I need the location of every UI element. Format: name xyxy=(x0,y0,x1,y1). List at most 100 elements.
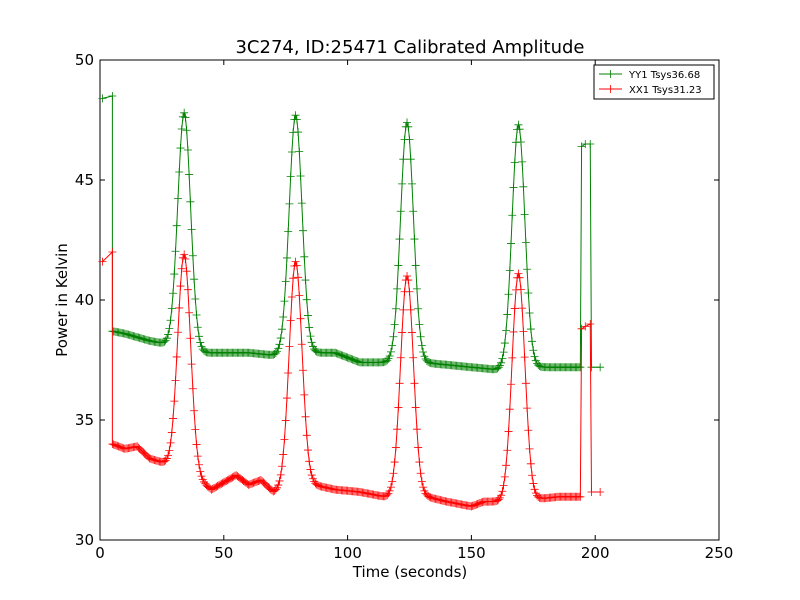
data-point xyxy=(193,452,202,461)
data-point xyxy=(396,353,405,362)
data-point xyxy=(576,492,585,501)
data-point xyxy=(528,337,537,346)
data-point xyxy=(196,338,205,347)
data-point xyxy=(295,291,304,300)
data-point xyxy=(276,470,285,479)
data-point xyxy=(386,483,395,492)
data-point xyxy=(398,328,407,337)
data-point xyxy=(182,126,191,135)
data-point xyxy=(394,403,403,412)
data-point xyxy=(176,144,185,153)
data-point xyxy=(415,458,424,467)
data-point xyxy=(504,290,513,299)
data-point xyxy=(393,284,402,293)
data-point xyxy=(292,261,301,270)
data-point xyxy=(277,462,286,471)
data-point xyxy=(528,471,537,480)
series-yy1 xyxy=(98,92,605,374)
data-point xyxy=(507,239,516,248)
y-axis-label: Power in Kelvin xyxy=(53,243,71,357)
data-point xyxy=(419,483,428,492)
data-point xyxy=(414,443,423,452)
data-point xyxy=(389,469,398,478)
data-point xyxy=(306,465,315,474)
data-point xyxy=(98,94,107,103)
data-point xyxy=(396,207,405,216)
data-point xyxy=(521,238,530,247)
data-point xyxy=(108,92,117,100)
data-point xyxy=(505,405,514,414)
data-point xyxy=(295,147,304,156)
data-point xyxy=(510,158,519,167)
data-point xyxy=(181,255,190,264)
data-point xyxy=(187,225,196,234)
data-point xyxy=(190,406,199,415)
data-point xyxy=(275,476,284,485)
data-point xyxy=(197,472,206,481)
data-point xyxy=(296,171,305,180)
x-axis-label: Time (seconds) xyxy=(352,563,468,581)
data-point xyxy=(525,309,534,318)
data-point xyxy=(405,287,414,296)
data-point xyxy=(499,481,508,490)
data-point xyxy=(188,251,197,260)
data-point xyxy=(398,179,407,188)
data-point xyxy=(502,326,511,335)
data-point xyxy=(191,425,200,434)
data-point xyxy=(524,426,533,435)
data-point xyxy=(417,341,426,350)
data-point xyxy=(416,469,425,478)
data-point xyxy=(519,327,528,336)
data-point xyxy=(405,135,414,144)
data-point xyxy=(286,172,295,181)
data-point xyxy=(166,316,175,325)
data-point xyxy=(294,273,303,282)
data-point xyxy=(192,440,201,449)
data-point xyxy=(171,247,180,256)
data-point xyxy=(581,322,590,331)
data-point xyxy=(509,327,518,336)
legend-swatch-marker xyxy=(606,70,615,78)
data-point xyxy=(520,210,529,219)
data-point xyxy=(277,325,286,334)
data-point xyxy=(188,384,197,393)
data-point xyxy=(504,427,513,436)
data-point xyxy=(181,113,190,122)
data-point xyxy=(521,379,530,388)
data-point xyxy=(515,125,524,134)
data-point xyxy=(519,182,528,191)
data-point xyxy=(409,207,418,216)
x-tick-label: 100 xyxy=(333,544,362,562)
data-point xyxy=(284,368,293,377)
data-point xyxy=(177,124,186,133)
x-tick-label: 50 xyxy=(214,544,233,562)
data-point xyxy=(300,252,309,261)
y-tick-label: 50 xyxy=(75,51,94,69)
data-point xyxy=(289,274,298,283)
data-point xyxy=(523,404,532,413)
data-point xyxy=(576,363,585,372)
data-point xyxy=(300,390,309,399)
data-point xyxy=(291,257,300,266)
data-point xyxy=(414,304,423,313)
data-point xyxy=(503,310,512,319)
data-point xyxy=(185,170,194,179)
data-point xyxy=(297,340,306,349)
data-point xyxy=(406,305,415,314)
data-point xyxy=(299,366,308,375)
legend-box xyxy=(593,64,715,100)
data-point xyxy=(299,226,308,235)
data-point xyxy=(385,486,394,495)
data-point xyxy=(586,140,595,148)
data-point xyxy=(98,257,107,266)
data-point xyxy=(411,403,420,412)
data-point xyxy=(172,352,181,361)
data-point xyxy=(285,199,294,208)
data-point xyxy=(180,250,189,259)
data-point xyxy=(407,179,416,188)
data-point xyxy=(507,380,516,389)
data-point xyxy=(281,277,290,286)
plot-area: 0 50 100 150 200 250 30 35 40 45 50 xyxy=(75,51,733,562)
data-point xyxy=(275,340,284,349)
data-point xyxy=(390,458,399,467)
